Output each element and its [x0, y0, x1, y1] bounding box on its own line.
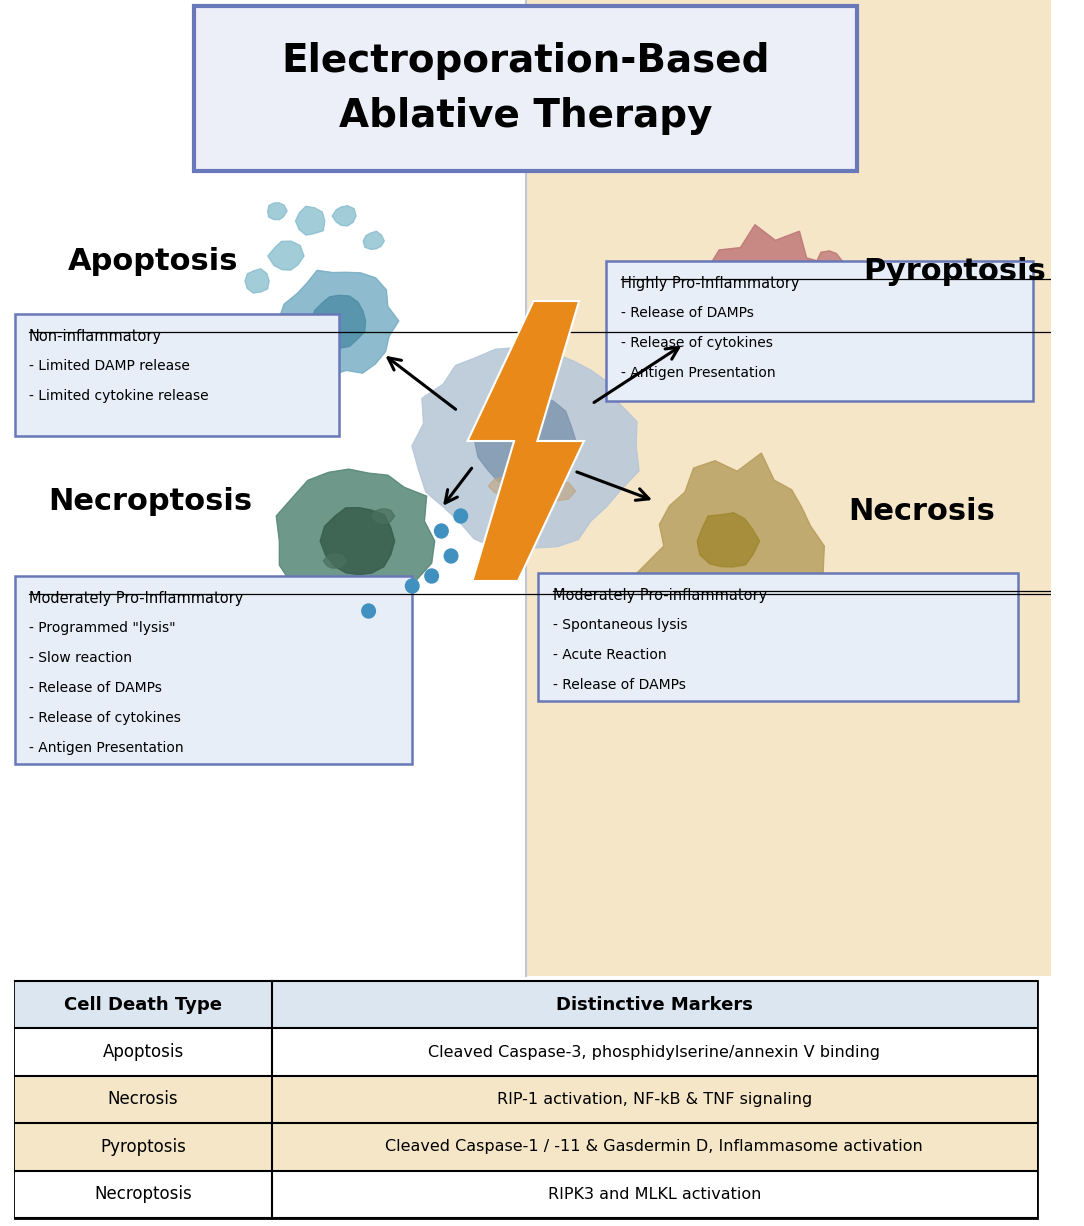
Polygon shape — [412, 348, 638, 548]
Polygon shape — [276, 470, 435, 614]
Circle shape — [454, 509, 467, 524]
Text: - Limited DAMP release: - Limited DAMP release — [29, 359, 190, 373]
Text: Highly Pro-Inflammatory: Highly Pro-Inflammatory — [621, 276, 799, 291]
Text: - Antigen Presentation: - Antigen Presentation — [621, 367, 775, 380]
Polygon shape — [835, 288, 852, 303]
Polygon shape — [817, 251, 842, 270]
Polygon shape — [323, 554, 346, 568]
Text: Distinctive Markers: Distinctive Markers — [556, 996, 752, 1014]
Text: Electroporation-Based: Electroporation-Based — [282, 42, 770, 80]
Circle shape — [444, 549, 457, 563]
Text: - Release of DAMPs: - Release of DAMPs — [553, 678, 686, 691]
Bar — [0, 0, 526, 976]
Polygon shape — [467, 302, 584, 581]
Text: - Antigen Presentation: - Antigen Presentation — [29, 741, 183, 755]
Polygon shape — [268, 242, 304, 270]
Text: RIP-1 activation, NF-kB & TNF signaling: RIP-1 activation, NF-kB & TNF signaling — [496, 1092, 812, 1107]
Text: RIPK3 and MLKL activation: RIPK3 and MLKL activation — [547, 1187, 761, 1201]
FancyBboxPatch shape — [606, 261, 1033, 401]
Text: - Release of cytokines: - Release of cytokines — [29, 711, 181, 725]
Polygon shape — [489, 477, 524, 495]
Text: Apoptosis: Apoptosis — [68, 246, 238, 276]
Text: Apoptosis: Apoptosis — [103, 1043, 183, 1060]
Text: Cleaved Caspase-1 / -11 & Gasdermin D, Inflammasome activation: Cleaved Caspase-1 / -11 & Gasdermin D, I… — [386, 1139, 924, 1155]
Text: Pyroptosis: Pyroptosis — [863, 256, 1046, 286]
Bar — [14, 1123, 1037, 1171]
FancyBboxPatch shape — [539, 573, 1019, 701]
Text: - Acute Reaction: - Acute Reaction — [553, 649, 667, 662]
Text: - Programmed "lysis": - Programmed "lysis" — [29, 622, 176, 635]
FancyBboxPatch shape — [14, 576, 412, 764]
Text: Necroptosis: Necroptosis — [49, 487, 253, 515]
Bar — [14, 981, 1037, 1217]
Polygon shape — [518, 455, 542, 467]
Text: Necrosis: Necrosis — [107, 1090, 179, 1108]
Circle shape — [362, 604, 375, 618]
Polygon shape — [332, 206, 356, 226]
Circle shape — [425, 569, 438, 584]
Text: Cell Death Type: Cell Death Type — [64, 996, 222, 1014]
Polygon shape — [320, 508, 395, 575]
Polygon shape — [279, 271, 399, 375]
Text: - Release of cytokines: - Release of cytokines — [621, 336, 773, 349]
Bar — [14, 981, 1037, 1029]
Text: Non-inflammatory: Non-inflammatory — [29, 329, 163, 345]
Polygon shape — [363, 232, 384, 249]
Polygon shape — [817, 330, 831, 343]
Text: Necrosis: Necrosis — [849, 497, 995, 526]
Polygon shape — [311, 295, 365, 348]
Text: - Spontaneous lysis: - Spontaneous lysis — [553, 618, 687, 631]
Text: Pyroptosis: Pyroptosis — [100, 1138, 186, 1156]
Text: Moderately Pro-Inflammatory: Moderately Pro-Inflammatory — [29, 591, 244, 606]
Text: Moderately Pro-inflammatory: Moderately Pro-inflammatory — [553, 588, 767, 603]
Bar — [526, 0, 1051, 976]
Text: - Slow reaction: - Slow reaction — [29, 651, 132, 664]
Text: - Release of DAMPs: - Release of DAMPs — [29, 680, 162, 695]
Polygon shape — [727, 276, 798, 347]
Circle shape — [435, 524, 448, 538]
Polygon shape — [245, 268, 269, 293]
Polygon shape — [268, 202, 287, 219]
Polygon shape — [533, 481, 576, 500]
Polygon shape — [475, 394, 576, 490]
Polygon shape — [296, 206, 325, 235]
Polygon shape — [636, 454, 824, 635]
Text: Necroptosis: Necroptosis — [94, 1186, 192, 1203]
Text: Cleaved Caspase-3, phosphidylserine/annexin V binding: Cleaved Caspase-3, phosphidylserine/anne… — [428, 1045, 880, 1059]
Bar — [14, 1029, 1037, 1075]
Polygon shape — [693, 224, 842, 387]
Bar — [14, 1171, 1037, 1217]
Bar — [14, 1075, 1037, 1123]
Polygon shape — [697, 512, 760, 566]
Polygon shape — [372, 509, 395, 524]
FancyBboxPatch shape — [14, 314, 339, 436]
Circle shape — [405, 579, 420, 593]
Text: Ablative Therapy: Ablative Therapy — [339, 97, 712, 135]
FancyBboxPatch shape — [194, 6, 857, 170]
Text: - Limited cytokine release: - Limited cytokine release — [29, 389, 209, 403]
Text: - Release of DAMPs: - Release of DAMPs — [621, 306, 753, 320]
